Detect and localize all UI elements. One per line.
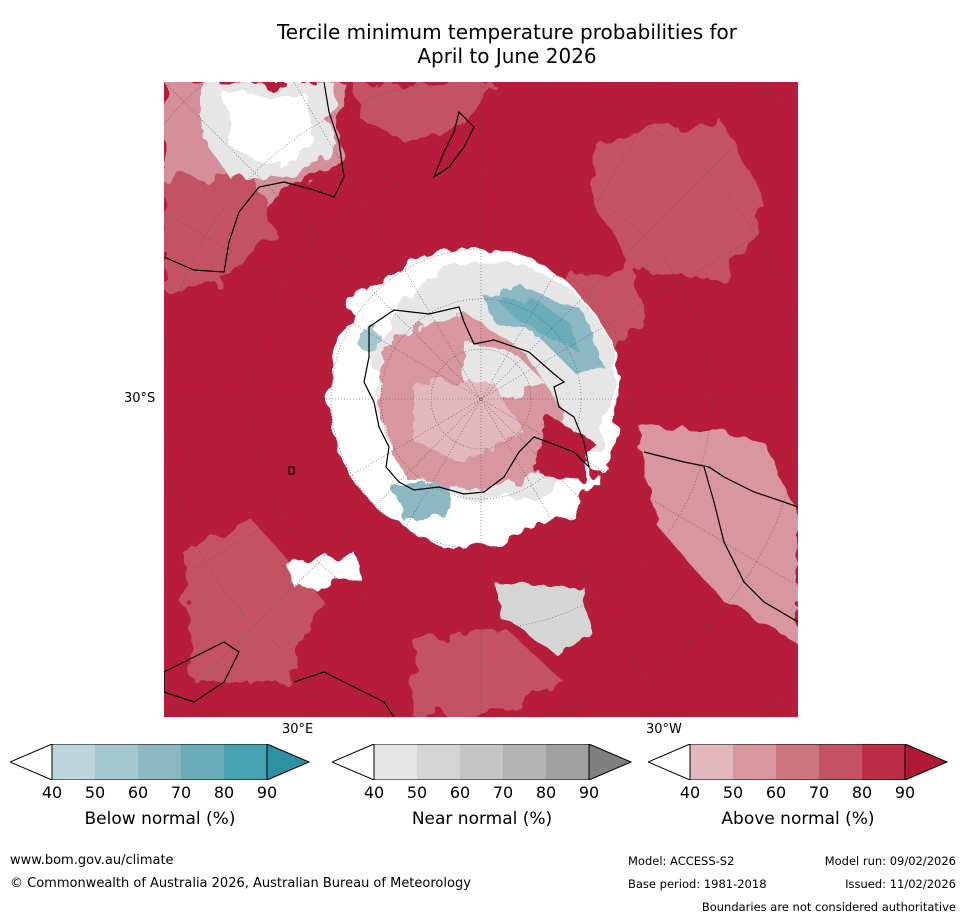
website-link[interactable]: www.bom.gov.au/climate [10,853,174,868]
below-tick: 90 [256,783,278,802]
near-tick: 70 [492,783,514,802]
below-tick: 80 [213,783,235,802]
below-tick: 50 [84,783,106,802]
below-tick: 40 [41,783,63,802]
above-swatch-70-80 [819,744,862,780]
near-normal-caption: Near normal (%) [411,809,553,829]
title-line-1: Tercile minimum temperature probabilitie… [276,20,738,44]
above-tick: 80 [851,783,873,802]
antarctica-field [379,312,594,492]
new-zealand-coast [432,110,475,179]
model-run-date: Model run: 09/02/2026 [824,854,956,868]
above-normal-caption: Above normal (%) [721,809,875,829]
map-title: Tercile minimum temperature probabilitie… [165,20,849,68]
near-tick: 50 [406,783,428,802]
below-normal-colorbar [10,744,310,780]
map-canvas [164,82,798,717]
near-normal-colorbar [332,744,632,780]
near-tick: 80 [535,783,557,802]
below-normal-caption: Below normal (%) [84,809,236,829]
below-swatch-80-90 [224,744,267,780]
africa-south-coast [293,671,395,717]
above-swatch-80-90 [862,744,905,780]
near-tick: 60 [449,783,471,802]
model-name: Model: ACCESS-S2 [628,854,735,868]
antarctica-coast [363,306,590,495]
above-tick: 50 [722,783,744,802]
australia-coast [164,82,345,273]
probability-map[interactable] [164,82,798,717]
above-swatch-50-60 [733,744,776,780]
near-tick: 90 [578,783,600,802]
below-swatch-70-80 [181,744,224,780]
near-normal-swatches [332,744,632,780]
below-normal-zones [359,287,604,522]
coastlines [164,82,798,717]
above-tick: 90 [894,783,916,802]
south-america-coast [643,451,798,508]
near-swatch-70-80 [503,744,546,780]
south-america-west-coast [703,466,798,623]
above-swatch-60-70 [776,744,819,780]
near-swatch-over [588,744,632,780]
latitude-label: 30°S [124,391,156,406]
below-normal-swatches [10,744,310,780]
below-swatch-60-70 [138,744,181,780]
above-normal-colorbar [648,744,948,780]
near-swatch-50-60 [417,744,460,780]
below-tick: 60 [127,783,149,802]
boundary-disclaimer: Boundaries are not considered authoritat… [701,900,956,914]
above-tick: 70 [808,783,830,802]
above-tick: 60 [765,783,787,802]
above-swatch-under [648,744,691,780]
africa-coast [164,641,240,703]
title-line-2: April to June 2026 [417,44,597,68]
graticule [164,82,798,717]
below-swatch-50-60 [95,744,138,780]
below-tick: 70 [170,783,192,802]
issued-date: Issued: 11/02/2026 [845,877,956,891]
copyright-text: © Commonwealth of Australia 2026, Austra… [10,876,471,891]
near-swatch-under [332,744,375,780]
below-swatch-over [266,744,310,780]
below-swatch-40-50 [52,744,95,780]
above-swatch-40-50 [690,744,733,780]
longitude-label-east: 30°E [282,722,314,737]
above-tick: 40 [679,783,701,802]
base-period: Base period: 1981-2018 [628,877,767,891]
near-swatch-40-50 [374,744,417,780]
near-tick: 40 [363,783,385,802]
near-swatch-60-70 [460,744,503,780]
island-coast [288,466,295,475]
below-swatch-under [10,744,53,780]
near-swatch-80-90 [546,744,589,780]
above-swatch-over [904,744,948,780]
longitude-label-west: 30°W [646,722,682,737]
above-normal-swatches [648,744,948,780]
